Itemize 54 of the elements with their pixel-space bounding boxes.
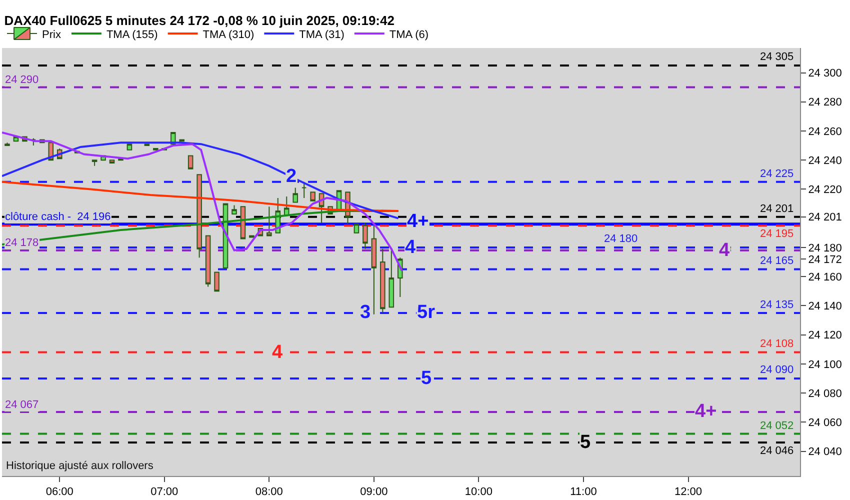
y-tick-label: 24 060: [808, 416, 842, 429]
y-tick-label: 24 300: [808, 68, 842, 80]
y-tick-label: 24 220: [808, 184, 842, 196]
x-tick-label: 09:00: [360, 486, 388, 498]
y-tick-label: 24 120: [808, 330, 842, 342]
ref-line-label: 24 046: [760, 445, 794, 457]
x-tick-label: 11:00: [570, 486, 597, 498]
legend-label: TMA (31): [299, 28, 344, 41]
annotation: 4: [719, 240, 730, 261]
y-tick-label: 24 100: [808, 358, 842, 371]
y-tick-label: 24 180: [808, 242, 842, 254]
annotation: 5r: [417, 302, 436, 323]
legend-label: Prix: [42, 28, 62, 41]
annotation: 5: [580, 432, 591, 453]
y-tick-label: 24 201: [808, 212, 842, 224]
ref-line-label: 24 090: [760, 364, 794, 376]
y-tick-label: 24 260: [808, 126, 842, 138]
ref-line-label: 24 225: [760, 168, 794, 180]
y-tick-label: 24 080: [808, 388, 842, 400]
ref-line-label: 24 201: [760, 203, 794, 215]
ref-line-label: 24 135: [760, 299, 794, 311]
annotation: 5: [421, 368, 432, 389]
annotation: 3: [360, 302, 371, 323]
legend-label: TMA (6): [389, 28, 429, 41]
ref-line-label: 24 108: [760, 338, 794, 350]
chart-title: DAX40 Full0625 5 minutes 24 172 -0,08 % 10 juin 2025, 09:19:42: [4, 13, 394, 28]
y-tick-label: 24 172: [808, 254, 842, 266]
annotation: 4+: [695, 401, 717, 422]
legend-label: TMA (155): [106, 28, 158, 41]
ref-line-label: 24 180: [604, 233, 638, 245]
annotation: 2: [286, 166, 297, 187]
x-tick-label: 07:00: [150, 486, 178, 498]
annotation: 4+: [407, 211, 429, 232]
ref-line-label: 24 165: [760, 255, 794, 267]
annotation: clôture cash - 24 196: [5, 211, 111, 223]
y-tick-label: 24 140: [808, 300, 842, 313]
y-tick-label: 24 040: [808, 446, 842, 458]
annotation: 4: [272, 342, 283, 363]
y-tick-label: 24 240: [808, 154, 842, 167]
annotation: 4: [405, 237, 416, 258]
annotation: Historique ajusté aux rollovers: [6, 460, 154, 472]
annotation: 24 178: [5, 237, 39, 249]
ref-line-label: 24 305: [760, 51, 794, 63]
x-tick-label: 08:00: [255, 486, 283, 498]
x-tick-label: 06:00: [46, 486, 74, 498]
y-tick-label: 24 280: [808, 96, 842, 109]
x-tick-label: 12:00: [674, 486, 702, 498]
legend-label: TMA (310): [202, 28, 254, 41]
annotation: 24 290: [5, 74, 39, 86]
ref-line-label: 24 195: [760, 228, 794, 240]
annotation: 24 067: [5, 399, 39, 411]
y-tick-label: 24 160: [808, 271, 842, 284]
ref-line-label: 24 052: [760, 420, 794, 432]
x-tick-label: 10:00: [464, 486, 492, 498]
